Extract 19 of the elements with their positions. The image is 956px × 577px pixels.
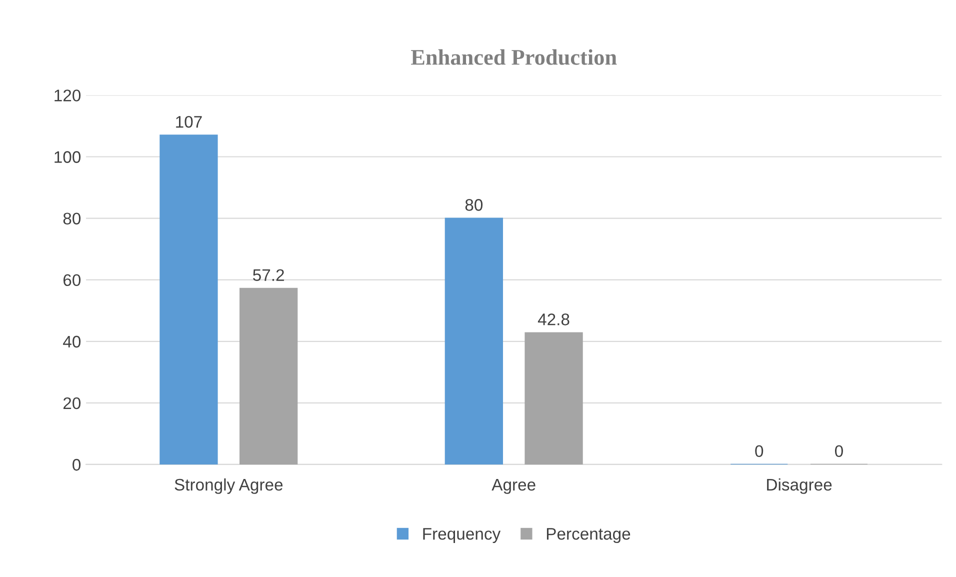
- legend-label: Frequency: [423, 528, 501, 544]
- x-tick-label: Strongly Agree: [174, 478, 283, 494]
- data-label: 0: [835, 445, 843, 458]
- y-tick-label: 100: [54, 151, 81, 163]
- y-tick-label: 0: [72, 458, 81, 471]
- y-tick-label: 80: [63, 212, 81, 224]
- data-label: 42.8: [538, 314, 570, 326]
- y-tick-label: 60: [63, 274, 81, 286]
- data-label: 107: [176, 116, 202, 128]
- x-tick-label: Disagree: [767, 478, 832, 494]
- y-tick-label: 20: [63, 397, 81, 410]
- y-tick-label: 40: [63, 336, 81, 348]
- chart-title: Enhanced Production: [411, 49, 617, 65]
- data-label: 80: [465, 199, 483, 211]
- y-tick-label: 120: [54, 90, 81, 102]
- data-label: 0: [755, 445, 764, 458]
- data-label: 57.2: [253, 269, 284, 281]
- legend-label: Percentage: [546, 528, 630, 544]
- x-tick-label: Agree: [492, 478, 536, 494]
